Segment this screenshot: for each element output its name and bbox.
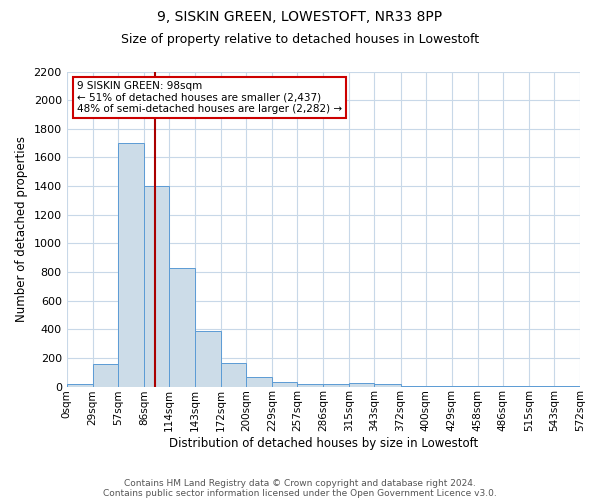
Y-axis label: Number of detached properties: Number of detached properties: [15, 136, 28, 322]
Bar: [246, 377, 272, 386]
Bar: [323, 384, 349, 386]
Bar: [144, 186, 169, 386]
Text: 9 SISKIN GREEN: 98sqm
← 51% of detached houses are smaller (2,437)
48% of semi-d: 9 SISKIN GREEN: 98sqm ← 51% of detached …: [77, 81, 342, 114]
Bar: [272, 382, 298, 386]
Bar: [298, 384, 323, 386]
Text: Contains public sector information licensed under the Open Government Licence v3: Contains public sector information licen…: [103, 488, 497, 498]
Bar: [349, 383, 374, 386]
Text: 9, SISKIN GREEN, LOWESTOFT, NR33 8PP: 9, SISKIN GREEN, LOWESTOFT, NR33 8PP: [157, 10, 443, 24]
Text: Contains HM Land Registry data © Crown copyright and database right 2024.: Contains HM Land Registry data © Crown c…: [124, 478, 476, 488]
Bar: [169, 268, 195, 386]
Bar: [221, 363, 246, 386]
X-axis label: Distribution of detached houses by size in Lowestoft: Distribution of detached houses by size …: [169, 437, 478, 450]
Bar: [92, 364, 118, 386]
Text: Size of property relative to detached houses in Lowestoft: Size of property relative to detached ho…: [121, 32, 479, 46]
Bar: [195, 332, 221, 386]
Bar: [374, 384, 401, 386]
Bar: [67, 384, 92, 386]
Bar: [118, 143, 144, 386]
